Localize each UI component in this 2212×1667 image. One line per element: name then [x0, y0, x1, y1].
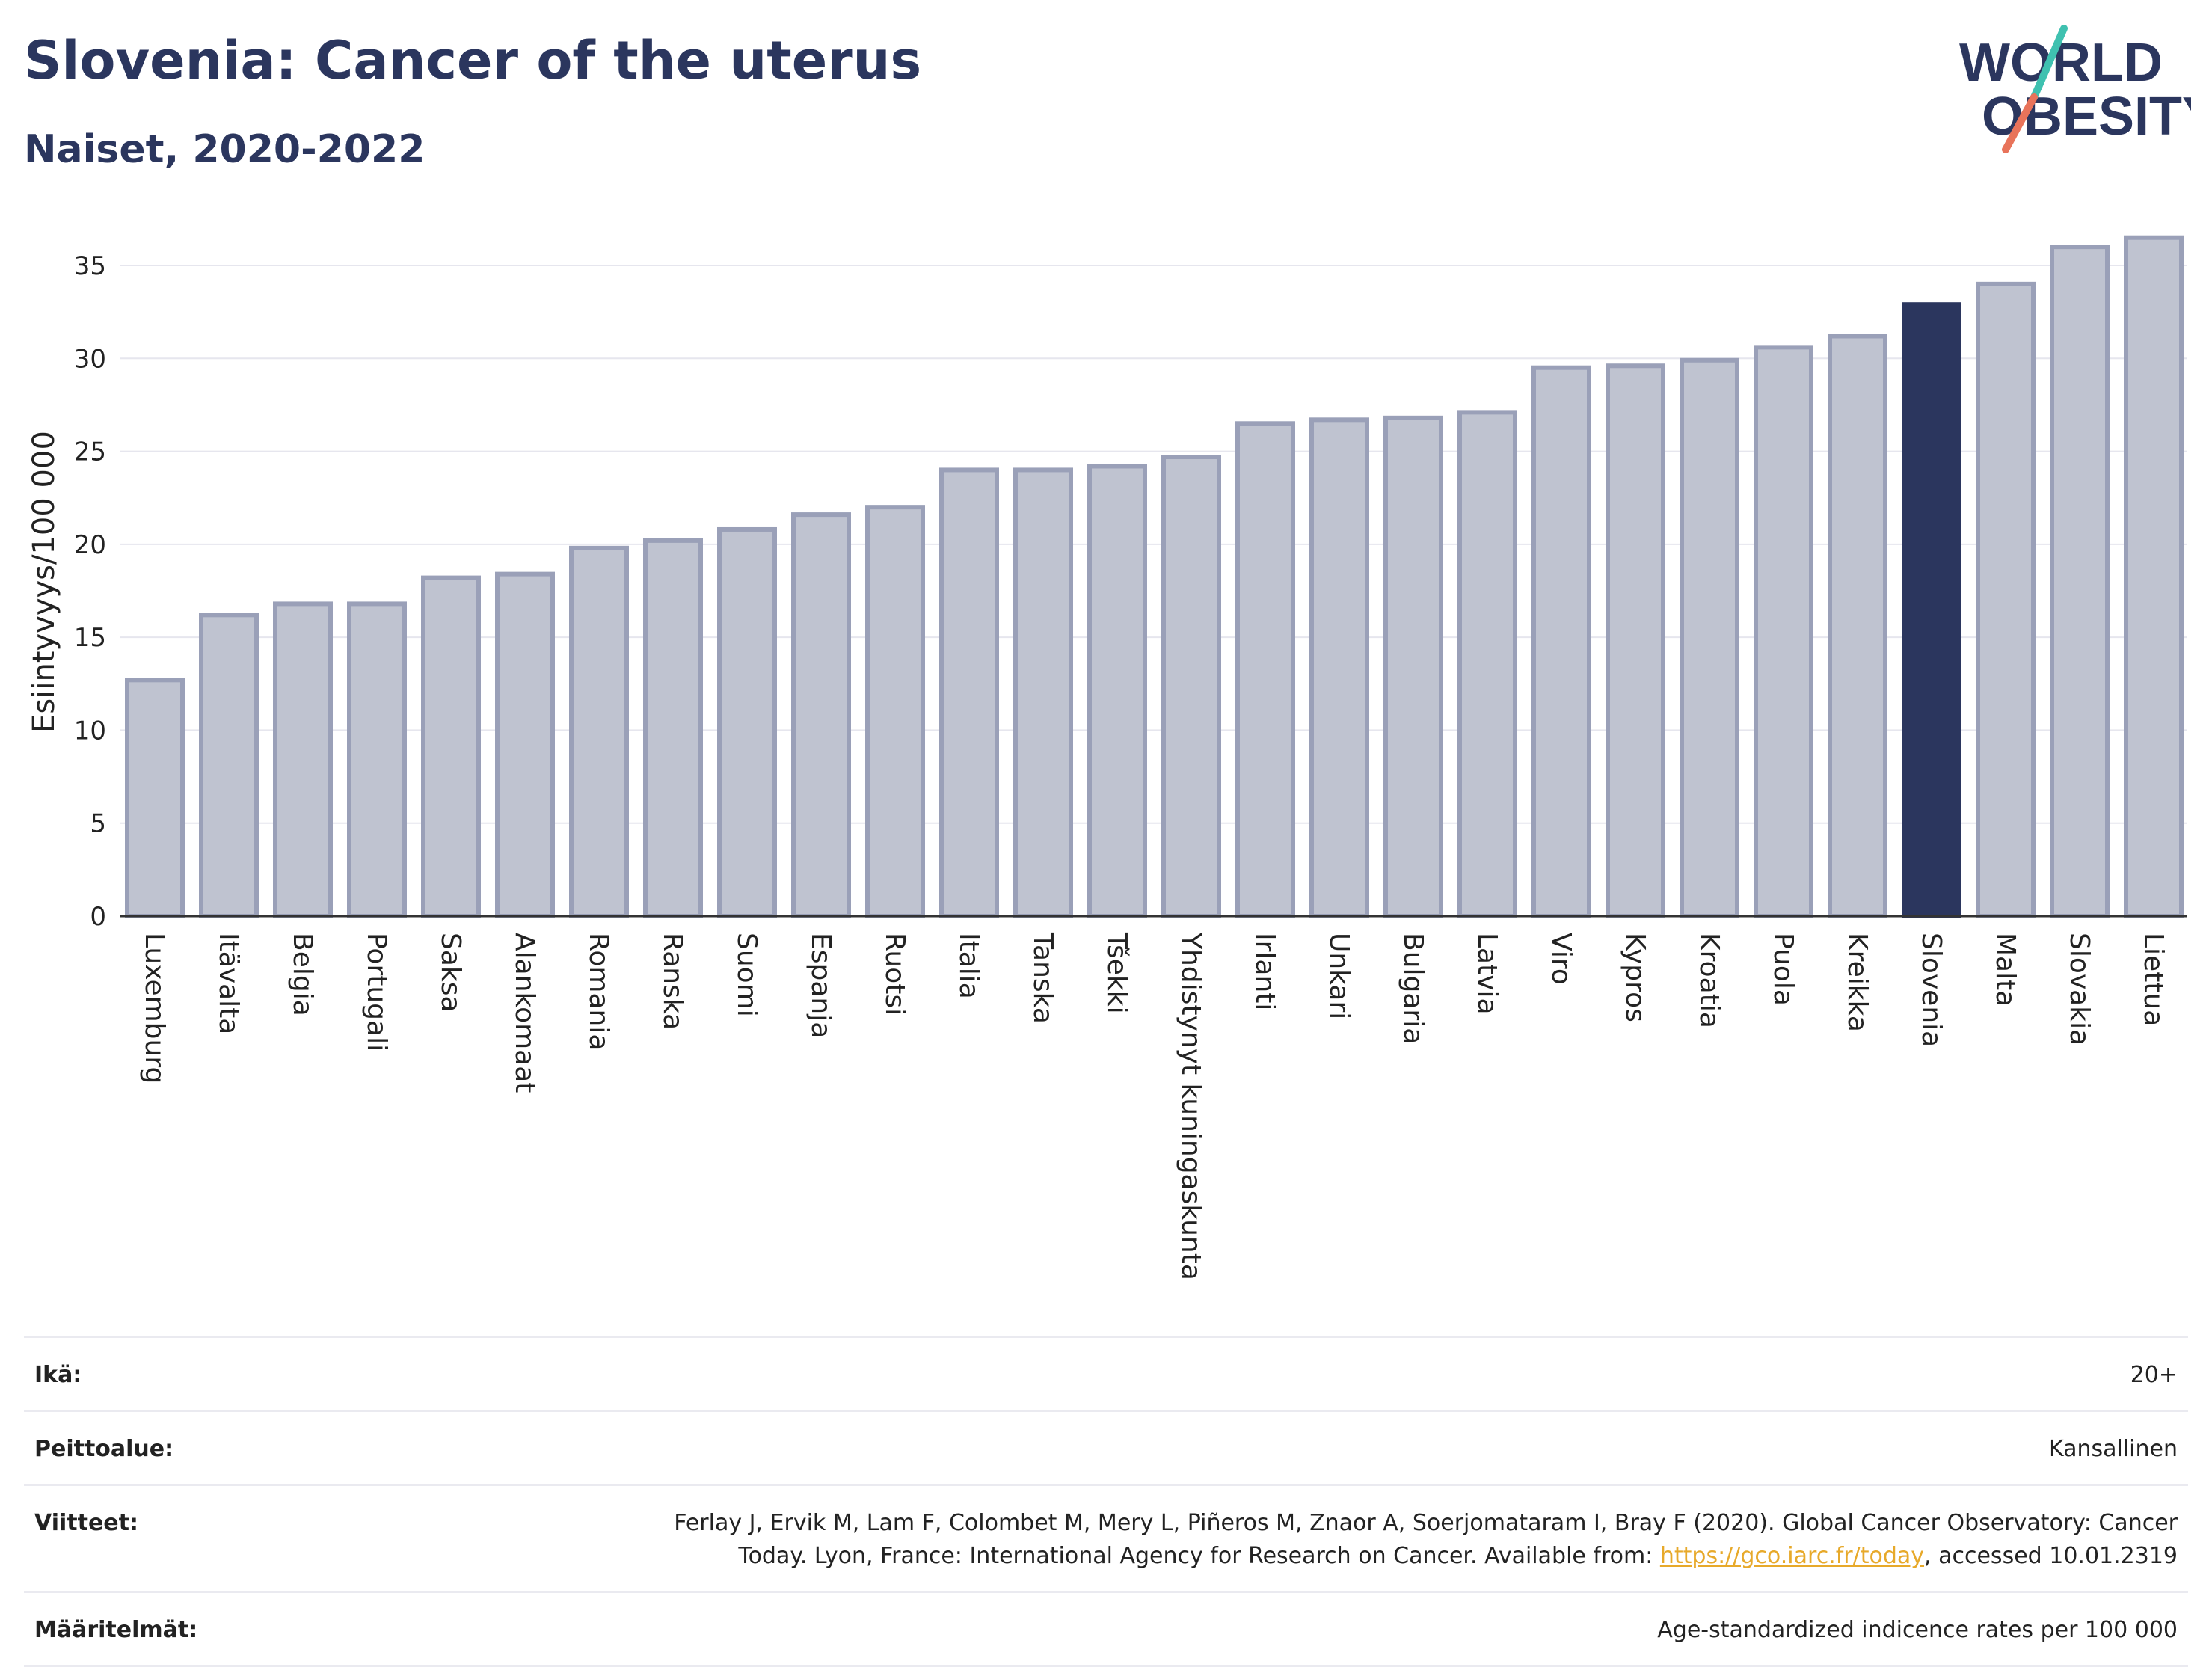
bars	[125, 235, 2184, 919]
y-tick-label: 15	[74, 623, 106, 653]
x-tick-label: Portugali	[361, 933, 392, 1052]
footer-label-age: Ikä:	[34, 1362, 82, 1388]
y-tick-label: 30	[74, 344, 106, 374]
x-tick-label: Bulgaria	[1398, 933, 1428, 1044]
bar	[347, 601, 407, 919]
x-tick-label: Romania	[583, 933, 614, 1050]
y-tick-label: 0	[90, 902, 106, 932]
x-tick-label: Kypros	[1620, 933, 1650, 1022]
x-tick-label: Kroatia	[1694, 933, 1724, 1028]
footer-value-age: 20+	[2130, 1362, 2178, 1388]
bar	[1606, 363, 1665, 918]
x-tick-label: Itävalta	[213, 933, 244, 1034]
bar	[1383, 415, 1443, 918]
bar	[1828, 334, 1887, 918]
bar	[1976, 281, 2036, 919]
y-tick-label: 35	[74, 251, 106, 281]
x-tick-label: Slovakia	[2064, 933, 2095, 1046]
bar	[1680, 357, 1739, 918]
footer-row-definitions: Määritelmät: Age-standardized indicence …	[24, 1591, 2188, 1667]
footer-label-coverage: Peittoalue:	[34, 1436, 174, 1462]
x-tick-label: Suomi	[731, 933, 762, 1017]
x-tick-label: Espanja	[805, 933, 836, 1038]
y-tick-label: 20	[74, 530, 106, 560]
x-tick-label: Irlanti	[1250, 933, 1280, 1010]
x-tick-label: Slovenia	[1916, 933, 1947, 1047]
world-obesity-logo: WORLD OBESITY	[1959, 25, 2191, 153]
footer-row-coverage: Peittoalue: Kansallinen	[24, 1410, 2188, 1484]
bar	[125, 678, 185, 918]
y-axis-title: Esiintyvyys/100 000	[27, 431, 61, 733]
reference-link[interactable]: https://gco.iarc.fr/today	[1659, 1543, 1925, 1569]
x-tick-label: Puola	[1768, 933, 1798, 1006]
y-tick-label: 10	[74, 716, 106, 746]
bar	[199, 613, 259, 918]
y-axis-ticks: 0 5 10 15 20 25 30 35	[74, 251, 106, 932]
bar	[1013, 467, 1073, 918]
bar	[495, 571, 555, 919]
bar	[2050, 245, 2110, 918]
bar	[1754, 345, 1813, 919]
y-tick-label: 25	[74, 438, 106, 467]
reference-text-line1: Ferlay J, Ervik M, Lam F, Colombet M, Me…	[674, 1510, 2178, 1536]
bar-highlighted	[1902, 302, 1961, 918]
reference-text-line2: Today. Lyon, France: International Agenc…	[738, 1543, 1660, 1569]
bar	[791, 512, 851, 918]
bar	[1309, 417, 1369, 918]
x-tick-label: Ruotsi	[879, 933, 910, 1016]
reference-text-accessed: , accessed 10.01.2319	[1924, 1543, 2178, 1569]
x-axis-ticks: Luxemburg Itävalta Belgia Portugali Saksa Ala…	[139, 932, 2169, 1280]
bar	[865, 505, 925, 918]
bar	[939, 467, 999, 918]
footer-value-definitions: Age-standardized indicence rates per 100…	[1657, 1617, 2178, 1643]
chart-title: Slovenia: Cancer of the uterus	[24, 30, 922, 91]
x-tick-label: Liettua	[2138, 933, 2169, 1026]
x-tick-label: Viro	[1546, 933, 1576, 985]
bar	[1531, 365, 1591, 918]
x-tick-label: Belgia	[287, 933, 318, 1016]
bar	[717, 526, 777, 918]
x-tick-label: Yhdistynyt kuningaskunta	[1176, 932, 1206, 1280]
x-tick-label: Latvia	[1472, 933, 1502, 1015]
footer-value-references: Ferlay J, Ervik M, Lam F, Colombet M, Me…	[674, 1507, 2178, 1573]
x-tick-label: Luxemburg	[139, 933, 170, 1084]
footer-value-coverage: Kansallinen	[2048, 1436, 2178, 1462]
chart-subtitle: Naiset, 2020-2022	[24, 127, 425, 172]
footer-label-definitions: Määritelmät:	[34, 1617, 198, 1643]
footer-label-references: Viitteet:	[34, 1510, 138, 1536]
bar	[2124, 235, 2184, 918]
y-tick-label: 5	[90, 809, 106, 839]
bar	[1161, 455, 1221, 918]
bar	[1235, 421, 1295, 918]
bar	[643, 538, 703, 919]
x-tick-label: Tšekki	[1102, 932, 1132, 1014]
bar	[421, 575, 481, 918]
logo-slash-teal	[2030, 25, 2068, 101]
bar	[1457, 410, 1517, 918]
x-tick-label: Ranska	[657, 933, 688, 1030]
x-tick-label: Saksa	[435, 933, 466, 1013]
x-tick-label: Kreikka	[1842, 933, 1872, 1032]
bar	[569, 545, 629, 918]
metadata-footer: Ikä: 20+ Peittoalue: Kansallinen Viittee…	[24, 1336, 2188, 1667]
x-tick-label: Alankomaat	[509, 933, 540, 1093]
logo-slash-coral	[2002, 93, 2038, 153]
x-tick-label: Tanska	[1027, 932, 1058, 1024]
x-tick-label: Italia	[953, 933, 984, 999]
x-tick-label: Malta	[1990, 933, 2021, 1007]
bar	[273, 601, 333, 919]
footer-row-age: Ikä: 20+	[24, 1336, 2188, 1410]
footer-row-references: Viitteet: Ferlay J, Ervik M, Lam F, Colo…	[24, 1484, 2188, 1591]
bar-chart: 0 5 10 15 20 25 30 35 Luxemburg Itävalta Belgia Po…	[27, 235, 2187, 1280]
x-tick-label: Unkari	[1324, 933, 1354, 1019]
bar	[1087, 464, 1147, 918]
